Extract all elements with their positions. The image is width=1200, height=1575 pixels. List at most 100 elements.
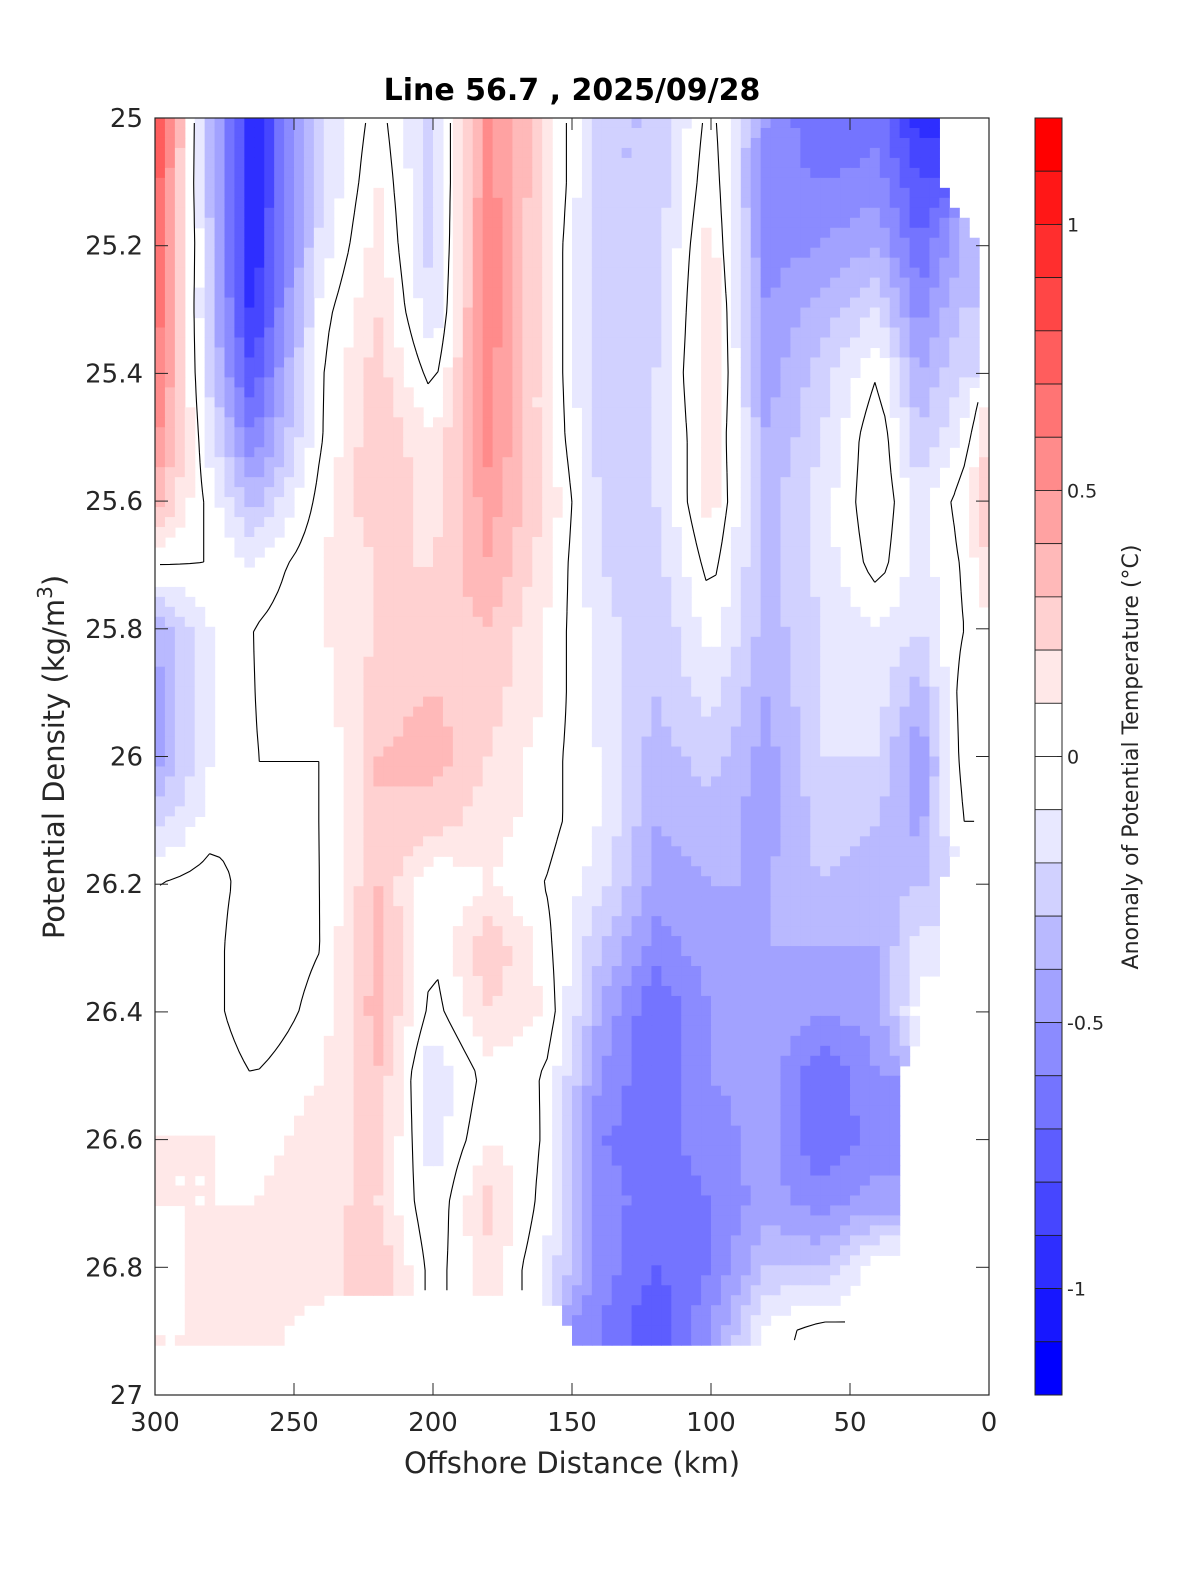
contour-cell [522, 407, 533, 418]
contour-cell [234, 357, 245, 369]
contour-cell [869, 217, 881, 229]
contour-cell [979, 487, 990, 498]
contour-cell [224, 307, 236, 319]
contour-cell [869, 686, 881, 698]
contour-cell [472, 556, 484, 568]
contour-cell [155, 237, 166, 249]
contour-cell [254, 118, 265, 129]
contour-cell [294, 327, 305, 339]
contour-cell [740, 177, 752, 189]
contour-cell [750, 317, 762, 329]
contour-cell [631, 756, 643, 768]
contour-cell [720, 616, 732, 628]
contour-cell [462, 546, 474, 558]
contour-cell [482, 586, 494, 598]
contour-cell [929, 367, 940, 378]
contour-cell [433, 437, 444, 448]
contour-cell [423, 796, 434, 807]
contour-cell [820, 656, 831, 668]
contour-cell [492, 487, 504, 498]
contour-cell [353, 367, 365, 378]
contour-cell [403, 756, 414, 768]
contour-cell [820, 297, 831, 309]
contour-cell [502, 517, 514, 528]
contour-cell [174, 457, 186, 468]
contour-cell [661, 876, 672, 887]
contour-cell [472, 277, 484, 289]
contour-cell [919, 347, 931, 359]
contour-cell [840, 187, 851, 199]
contour-cell [472, 696, 484, 708]
contour-cell [820, 636, 831, 648]
contour-cell [254, 177, 265, 189]
contour-cell [651, 537, 662, 548]
contour-cell [810, 387, 821, 398]
contour-cell [780, 137, 792, 149]
contour-cell [452, 706, 464, 718]
contour-cell [294, 287, 305, 299]
contour-cell [472, 437, 484, 448]
contour-cell [383, 666, 394, 678]
contour-cell [591, 317, 603, 329]
contour-cell [492, 537, 504, 548]
contour-cell [899, 307, 911, 319]
contour-cell [512, 546, 523, 558]
contour-cell [522, 177, 533, 189]
contour-cell [294, 347, 305, 359]
contour-cell [601, 118, 613, 129]
contour-cell [651, 217, 662, 229]
contour-cell [790, 906, 801, 917]
contour-cell [621, 387, 633, 398]
contour-cell [383, 277, 394, 289]
contour-cell [730, 596, 742, 608]
contour-cell [442, 387, 454, 398]
contour-cell [274, 407, 285, 418]
contour-cell [830, 287, 841, 299]
contour-cell [403, 856, 414, 867]
contour-cell [671, 207, 682, 219]
contour-cell [601, 726, 613, 738]
contour-cell [750, 267, 762, 279]
contour-cell [224, 527, 236, 538]
contour-cell [820, 437, 831, 448]
contour-cell [859, 936, 871, 947]
contour-cell [353, 327, 365, 339]
contour-cell [433, 706, 444, 718]
contour-cell [850, 646, 861, 658]
contour-cell [214, 177, 226, 189]
contour-cell [383, 377, 394, 388]
contour-cell [701, 277, 712, 289]
contour-cell [631, 666, 643, 678]
contour-cell [820, 646, 831, 658]
contour-cell [651, 586, 662, 598]
contour-cell [760, 786, 772, 798]
contour-cell [969, 546, 980, 558]
contour-cell [621, 357, 633, 369]
contour-cell [343, 507, 355, 518]
contour-cell [939, 447, 950, 458]
contour-cell [462, 576, 474, 588]
contour-cell [869, 836, 881, 847]
contour-cell [820, 626, 831, 638]
contour-cell [403, 127, 414, 139]
contour-cell [274, 427, 285, 438]
contour-cell [274, 327, 285, 339]
contour-cell [403, 576, 414, 588]
contour-cell [661, 347, 672, 359]
contour-cell [889, 367, 901, 378]
contour-cell [164, 377, 176, 388]
contour-cell [740, 387, 752, 398]
contour-cell [899, 427, 911, 438]
contour-cell [393, 736, 404, 748]
contour-cell [413, 546, 424, 558]
contour-cell [820, 237, 831, 249]
contour-cell [542, 257, 553, 269]
contour-cell [830, 477, 841, 488]
contour-cell [423, 467, 434, 478]
contour-cell [601, 586, 613, 598]
contour-cell [254, 487, 265, 498]
contour-cell [393, 936, 404, 947]
contour-cell [701, 936, 712, 947]
contour-cell [303, 357, 315, 369]
contour-cell [621, 137, 633, 149]
